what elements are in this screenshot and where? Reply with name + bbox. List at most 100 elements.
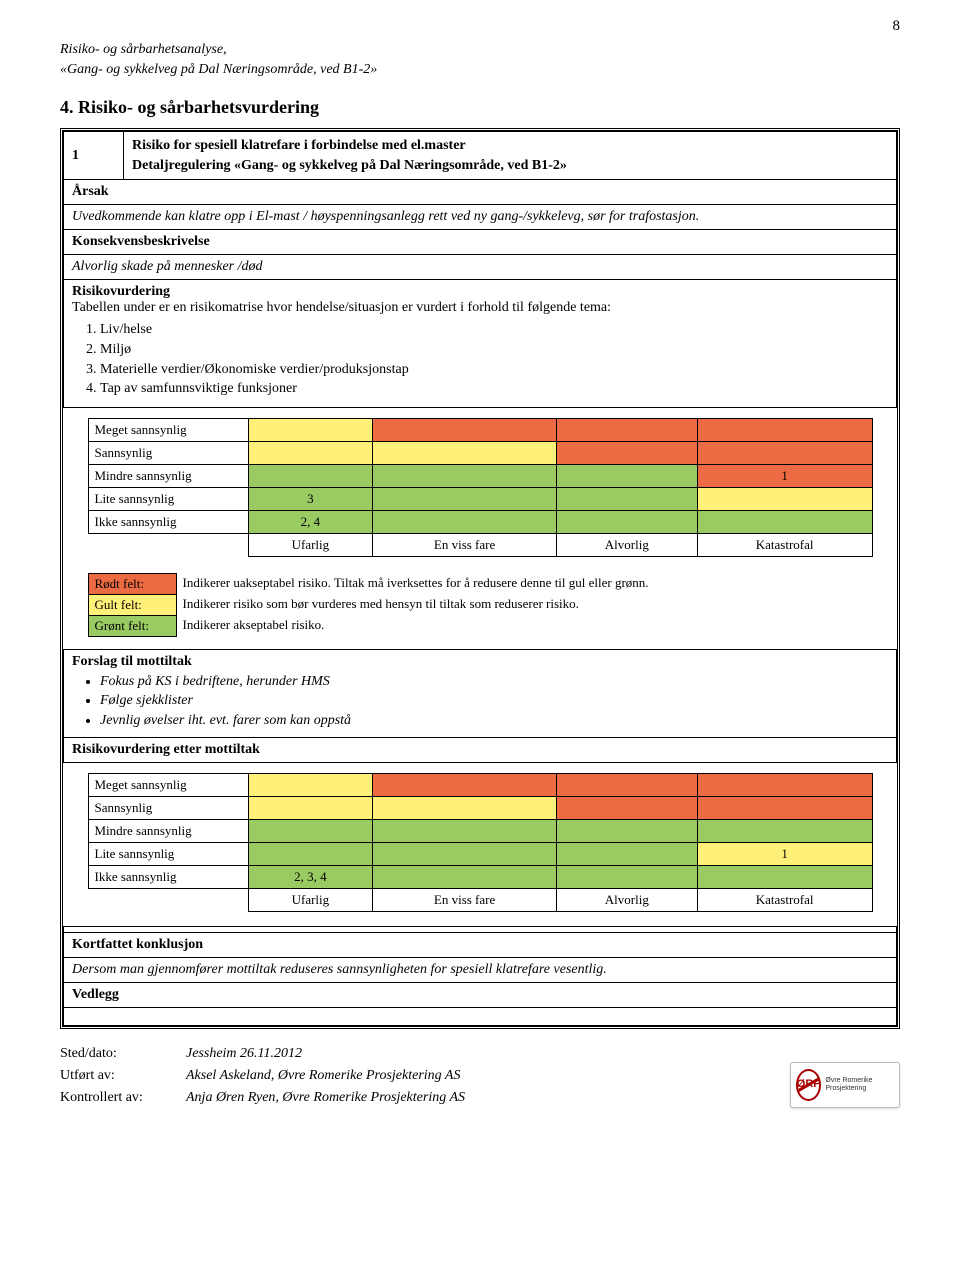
matrix-cell: [556, 510, 697, 533]
matrix-cell: [697, 441, 872, 464]
matrix-row-label: Mindre sannsynlig: [88, 819, 248, 842]
kontroll-value: Anja Øren Ryen, Øvre Romerike Prosjekter…: [186, 1087, 465, 1109]
matrix-cell: [248, 441, 373, 464]
matrix-col-label: Katastrofal: [697, 533, 872, 556]
matrix-cell: [556, 773, 697, 796]
sted-label: Sted/dato:: [60, 1043, 170, 1065]
matrix-col-label: Alvorlig: [556, 888, 697, 911]
mottiltak-list: Fokus på KS i bedriftene, herunder HMSFø…: [100, 672, 888, 731]
matrix-cell: [697, 865, 872, 888]
risikovurdering-cell: Risikovurdering Tabellen under er en ris…: [64, 280, 897, 407]
risikovurdering-list: Liv/helseMiljøMaterielle verdier/Økonomi…: [100, 320, 888, 398]
section-title: 4. Risiko- og sårbarhetsvurdering: [60, 97, 900, 118]
matrix-cell: [248, 418, 373, 441]
matrix-cell: [556, 842, 697, 865]
matrix-cell: 3: [248, 487, 373, 510]
matrix-cell: 1: [697, 842, 872, 865]
mottiltak-label: Forslag til mottiltak: [72, 654, 888, 670]
arsak-label: Årsak: [64, 180, 897, 205]
page-number: 8: [893, 18, 901, 35]
risk-matrix-2: Meget sannsynligSannsynligMindre sannsyn…: [88, 773, 873, 912]
outer-frame: 1 Risiko for spesiell klatrefare i forbi…: [60, 128, 900, 1028]
matrix-cell: [248, 773, 373, 796]
matrix-cell: [373, 487, 557, 510]
matrix-row-label: Mindre sannsynlig: [88, 464, 248, 487]
matrix-cell: [373, 441, 557, 464]
legend-text: Indikerer risiko som bør vurderes med he…: [176, 594, 872, 615]
matrix-cell: [697, 773, 872, 796]
matrix-col-label: En viss fare: [373, 533, 557, 556]
legend-text: Indikerer akseptabel risiko.: [176, 615, 872, 636]
matrix-cell: [373, 773, 557, 796]
legend-label: Gult felt:: [88, 594, 176, 615]
risk-table: 1 Risiko for spesiell klatrefare i forbi…: [63, 131, 897, 1025]
matrix-cell: [697, 819, 872, 842]
legend-table: Rødt felt:Indikerer uakseptabel risiko. …: [88, 573, 873, 637]
matrix-row-label: Lite sannsynlig: [88, 487, 248, 510]
legend-text: Indikerer uakseptabel risiko. Tiltak må …: [176, 573, 872, 594]
matrix-cell: [697, 487, 872, 510]
risk-list-item: Liv/helse: [100, 320, 888, 340]
legend-label: Grønt felt:: [88, 615, 176, 636]
matrix-row-label: Sannsynlig: [88, 441, 248, 464]
matrix-row-label: Sannsynlig: [88, 796, 248, 819]
matrix-cell: [373, 510, 557, 533]
matrix-cell: [248, 819, 373, 842]
matrix-cell: [556, 418, 697, 441]
orp-logo: ØRP Øvre Romerike Prosjektering: [790, 1062, 900, 1108]
konsekvens-text: Alvorlig skade på mennesker /død: [64, 255, 897, 280]
matrix-cell: [697, 418, 872, 441]
matrix-col-label: Ufarlig: [248, 888, 373, 911]
header-line2: «Gang- og sykkelveg på Dal Næringsområde…: [60, 60, 900, 80]
matrix-cell: [373, 464, 557, 487]
matrix-cell: 2, 3, 4: [248, 865, 373, 888]
matrix-cell: [556, 796, 697, 819]
matrix-cell: 2, 4: [248, 510, 373, 533]
konklusjon-text: Dersom man gjennomfører mottiltak reduse…: [64, 957, 897, 982]
matrix-cell: [373, 865, 557, 888]
logo-text: Øvre Romerike Prosjektering: [825, 1077, 894, 1092]
legend-label: Rødt felt:: [88, 573, 176, 594]
risk-list-item: Materielle verdier/Økonomiske verdier/pr…: [100, 360, 888, 380]
risk-title-2: Detaljregulering «Gang- og sykkelveg på …: [132, 158, 567, 173]
konsekvens-label: Konsekvensbeskrivelse: [64, 230, 897, 255]
matrix-cell: [248, 796, 373, 819]
matrix-cell: [248, 842, 373, 865]
matrix-row-label: Ikke sannsynlig: [88, 865, 248, 888]
matrix-col-label: En viss fare: [373, 888, 557, 911]
matrix-cell: [697, 510, 872, 533]
matrix-col-label: Alvorlig: [556, 533, 697, 556]
mottiltak-item: Jevnlig øvelser iht. evt. farer som kan …: [100, 711, 888, 731]
risk-list-item: Miljø: [100, 340, 888, 360]
arsak-text: Uvedkommende kan klatre opp i El-mast / …: [64, 205, 897, 230]
utfort-label: Utført av:: [60, 1065, 170, 1087]
matrix-cell: [556, 464, 697, 487]
sted-value: Jessheim 26.11.2012: [186, 1043, 302, 1065]
footer: Sted/dato: Jessheim 26.11.2012 Utført av…: [60, 1043, 900, 1110]
mottiltak-item: Følge sjekklister: [100, 691, 888, 711]
risikovurdering-label: Risikovurdering: [72, 284, 888, 300]
mottiltak-item: Fokus på KS i bedriftene, herunder HMS: [100, 672, 888, 692]
vedlegg-label: Vedlegg: [64, 982, 897, 1007]
matrix-row-label: Ikke sannsynlig: [88, 510, 248, 533]
matrix-cell: [373, 842, 557, 865]
matrix1-cell: Meget sannsynligSannsynligMindre sannsyn…: [64, 407, 897, 649]
konklusjon-label: Kortfattet konklusjon: [64, 932, 897, 957]
etter-label: Risikovurdering etter mottiltak: [64, 737, 897, 762]
utfort-value: Aksel Askeland, Øvre Romerike Prosjekter…: [186, 1065, 460, 1087]
matrix-cell: [373, 819, 557, 842]
matrix-cell: [556, 819, 697, 842]
risk-list-item: Tap av samfunnsviktige funksjoner: [100, 379, 888, 399]
matrix-row-label: Lite sannsynlig: [88, 842, 248, 865]
matrix-row-label: Meget sannsynlig: [88, 773, 248, 796]
matrix-cell: [248, 464, 373, 487]
risk-number: 1: [64, 132, 124, 180]
matrix-cell: [556, 487, 697, 510]
matrix-cell: [373, 796, 557, 819]
header-line1: Risiko- og sårbarhetsanalyse,: [60, 40, 900, 60]
page: 8 Risiko- og sårbarhetsanalyse, «Gang- o…: [0, 0, 960, 1140]
matrix2-cell: Meget sannsynligSannsynligMindre sannsyn…: [64, 762, 897, 926]
matrix-col-label: Ufarlig: [248, 533, 373, 556]
mottiltak-cell: Forslag til mottiltak Fokus på KS i bedr…: [64, 649, 897, 737]
risk-title-cell: Risiko for spesiell klatrefare i forbind…: [124, 132, 897, 180]
